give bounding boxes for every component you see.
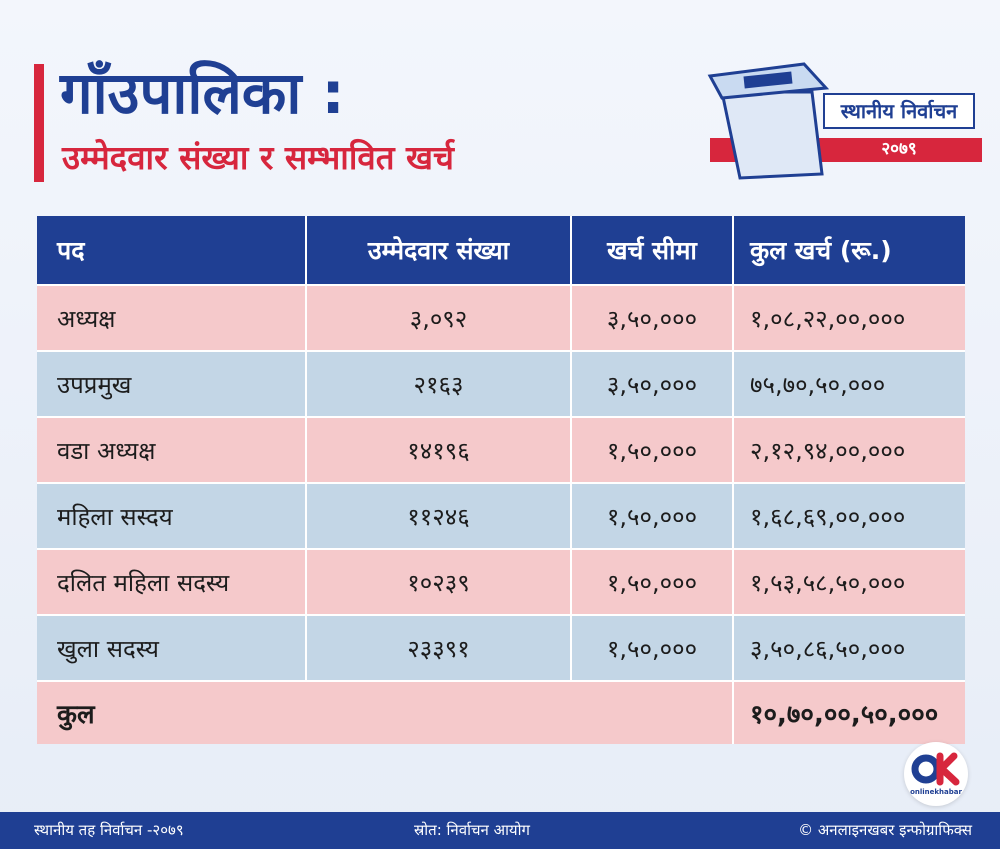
page-title: गाँउपालिका : bbox=[60, 59, 345, 127]
cell-post: खुला सदस्य bbox=[37, 616, 307, 680]
total-value: १०,७०,००,५०,००० bbox=[750, 700, 939, 730]
cell-post: वडा अध्यक्ष bbox=[37, 418, 307, 482]
cell-post: उपप्रमुख bbox=[37, 352, 307, 416]
col-header-total: कुल खर्च (रू.) bbox=[750, 236, 892, 265]
cell-limit: १,५०,००० bbox=[572, 484, 734, 548]
cell-limit: १,५०,००० bbox=[572, 616, 734, 680]
table-row: दलित महिला सदस्य १०२३९ १,५०,००० १,५३,५८,… bbox=[37, 550, 965, 616]
cell-total: ७५,७०,५०,००० bbox=[750, 370, 886, 399]
footer-bar: स्थानीय तह निर्वाचन -२०७९ स्रोत: निर्वाच… bbox=[0, 812, 1000, 849]
cell-total: ३,५०,८६,५०,००० bbox=[750, 634, 906, 663]
ok-logo-icon: onlinekhabar bbox=[910, 752, 962, 796]
cell-post: महिला सस्दय bbox=[37, 484, 307, 548]
table-row: खुला सदस्य २३३९१ १,५०,००० ३,५०,८६,५०,००० bbox=[37, 616, 965, 682]
footer-credit: © अनलाइनखबर इन्फोग्राफिक्स bbox=[798, 821, 972, 839]
table-row: महिला सस्दय ११२४६ १,५०,००० १,६८,६९,००,००… bbox=[37, 484, 965, 550]
footer-source: स्रोत: निर्वाचन आयोग bbox=[414, 821, 530, 839]
election-badge: स्थानीय निर्वाचन २०७९ bbox=[700, 58, 985, 180]
cell-limit: ३,५०,००० bbox=[572, 286, 734, 350]
cell-candidates: २३३९१ bbox=[307, 616, 572, 680]
onlinekhabar-logo: onlinekhabar bbox=[904, 742, 968, 806]
cell-limit: १,५०,००० bbox=[572, 550, 734, 614]
table-header-row: पद उम्मेदवार संख्या खर्च सीमा कुल खर्च (… bbox=[37, 216, 965, 286]
cell-candidates: ३,०९२ bbox=[307, 286, 572, 350]
badge-year: २०७९ bbox=[881, 139, 917, 159]
table-row: अध्यक्ष ३,०९२ ३,५०,००० १,०८,२२,००,००० bbox=[37, 286, 965, 352]
cell-limit: १,५०,००० bbox=[572, 418, 734, 482]
page-subtitle: उम्मेदवार संख्या र सम्भावित खर्च bbox=[62, 138, 454, 177]
footer-left: स्थानीय तह निर्वाचन -२०७९ bbox=[34, 821, 184, 839]
cell-total: १,०८,२२,००,००० bbox=[750, 304, 906, 333]
cell-candidates: १४१९६ bbox=[307, 418, 572, 482]
logo-text: onlinekhabar bbox=[910, 788, 962, 796]
cell-candidates: ११२४६ bbox=[307, 484, 572, 548]
table-row: उपप्रमुख २१६३ ३,५०,००० ७५,७०,५०,००० bbox=[37, 352, 965, 418]
cell-total: १,६८,६९,००,००० bbox=[750, 502, 906, 531]
cell-total: २,१२,९४,००,००० bbox=[750, 436, 906, 465]
cell-candidates: १०२३९ bbox=[307, 550, 572, 614]
ballot-box-icon bbox=[707, 62, 982, 180]
col-header-limit: खर्च सीमा bbox=[572, 216, 734, 284]
table-total-row: कुल १०,७०,००,५०,००० bbox=[37, 682, 965, 744]
cell-post: अध्यक्ष bbox=[37, 286, 307, 350]
cell-post: दलित महिला सदस्य bbox=[37, 550, 307, 614]
cell-limit: ३,५०,००० bbox=[572, 352, 734, 416]
table-row: वडा अध्यक्ष १४१९६ १,५०,००० २,१२,९४,००,००… bbox=[37, 418, 965, 484]
badge-title: स्थानीय निर्वाचन bbox=[840, 99, 958, 123]
candidates-table: पद उम्मेदवार संख्या खर्च सीमा कुल खर्च (… bbox=[37, 216, 965, 744]
total-label: कुल bbox=[37, 682, 734, 744]
cell-total: १,५३,५८,५०,००० bbox=[750, 568, 906, 597]
col-header-post: पद bbox=[37, 216, 307, 284]
col-header-candidates: उम्मेदवार संख्या bbox=[307, 216, 572, 284]
title-accent-bar bbox=[34, 64, 44, 182]
cell-candidates: २१६३ bbox=[307, 352, 572, 416]
